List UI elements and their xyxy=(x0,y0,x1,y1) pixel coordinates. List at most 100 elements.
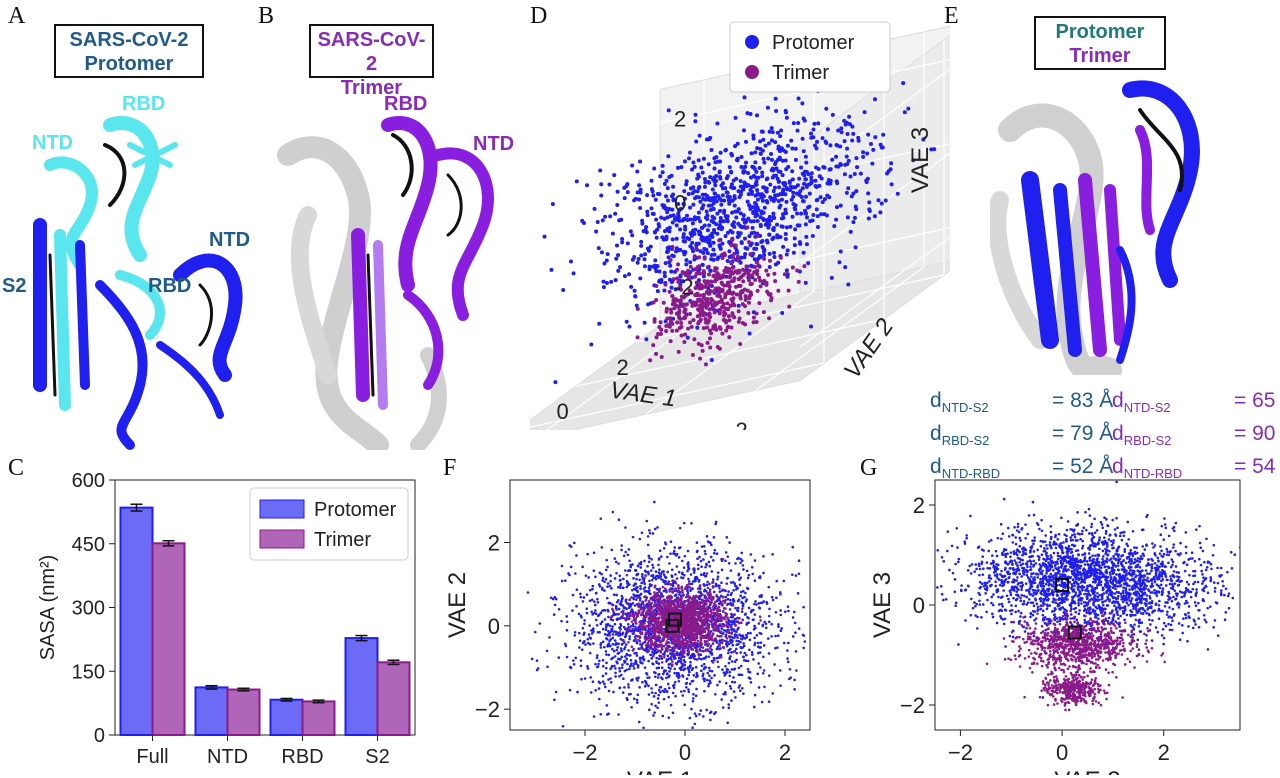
point xyxy=(758,595,762,598)
point xyxy=(681,270,686,275)
point xyxy=(653,596,657,600)
point xyxy=(719,623,722,626)
point xyxy=(802,173,807,178)
point xyxy=(738,689,742,692)
point xyxy=(697,185,702,190)
point xyxy=(738,684,742,687)
point xyxy=(739,637,743,640)
point xyxy=(801,633,805,637)
point xyxy=(665,672,669,675)
point xyxy=(657,563,660,567)
point xyxy=(696,614,700,618)
point xyxy=(739,590,743,594)
point xyxy=(724,176,729,181)
point xyxy=(694,600,697,603)
point xyxy=(771,598,775,602)
point xyxy=(688,656,692,660)
point xyxy=(651,629,654,633)
legend-box xyxy=(729,21,891,93)
point xyxy=(660,592,663,595)
point xyxy=(625,579,629,583)
point xyxy=(655,227,660,232)
point xyxy=(764,626,768,630)
point xyxy=(848,229,853,234)
point xyxy=(757,165,762,170)
point xyxy=(639,253,644,258)
point xyxy=(731,178,736,183)
point xyxy=(727,249,732,254)
point xyxy=(757,662,760,665)
point xyxy=(707,283,712,288)
point xyxy=(722,692,725,696)
point xyxy=(627,583,630,587)
point xyxy=(710,669,714,673)
point xyxy=(725,258,730,263)
point xyxy=(693,641,697,644)
point xyxy=(662,610,665,614)
point xyxy=(613,557,617,560)
point xyxy=(609,630,613,633)
point xyxy=(552,613,556,616)
point xyxy=(727,254,732,259)
point xyxy=(651,300,656,305)
point xyxy=(771,225,776,230)
point xyxy=(872,214,877,219)
point xyxy=(654,351,659,356)
point xyxy=(758,278,763,283)
distance-row: dNTD-S2 = 83 Å xyxy=(930,388,1113,421)
point xyxy=(803,177,808,182)
point xyxy=(644,628,647,632)
point xyxy=(708,243,713,248)
point xyxy=(630,588,634,592)
point xyxy=(804,242,809,247)
distance-subscript: NTD-S2 xyxy=(941,400,989,416)
point xyxy=(700,628,704,631)
point xyxy=(676,349,681,354)
point xyxy=(596,654,599,657)
point xyxy=(782,272,787,277)
point xyxy=(674,236,679,241)
point xyxy=(628,637,631,641)
point xyxy=(674,581,678,585)
point xyxy=(762,600,766,603)
point xyxy=(688,596,691,599)
point xyxy=(654,235,659,240)
point xyxy=(713,286,718,291)
point xyxy=(663,687,667,691)
point xyxy=(652,714,655,717)
point xyxy=(844,190,849,195)
point xyxy=(586,637,590,641)
point xyxy=(763,620,766,624)
point xyxy=(654,570,658,573)
point xyxy=(681,601,684,605)
point xyxy=(804,234,809,239)
point xyxy=(588,651,592,655)
point xyxy=(731,640,734,643)
point xyxy=(842,139,847,144)
point xyxy=(694,694,698,698)
point xyxy=(793,157,798,162)
point xyxy=(742,644,746,648)
point xyxy=(633,604,637,607)
point xyxy=(765,240,770,245)
point xyxy=(759,632,763,635)
point xyxy=(779,684,782,687)
point xyxy=(727,703,731,706)
point xyxy=(718,596,721,599)
point xyxy=(671,660,674,663)
point xyxy=(596,614,600,618)
point xyxy=(583,622,586,626)
point xyxy=(695,270,700,275)
point xyxy=(635,169,640,174)
point xyxy=(673,649,676,653)
point xyxy=(618,579,622,582)
point xyxy=(591,584,595,588)
point xyxy=(645,519,649,523)
point xyxy=(661,570,664,574)
point xyxy=(657,749,660,752)
point xyxy=(751,315,756,320)
point xyxy=(718,150,723,155)
point xyxy=(652,695,656,698)
point xyxy=(853,204,858,209)
point xyxy=(611,642,615,646)
